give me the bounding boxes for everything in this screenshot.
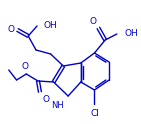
Text: O: O — [89, 17, 96, 26]
Text: O: O — [43, 95, 50, 104]
Text: NH: NH — [51, 101, 64, 110]
Text: Cl: Cl — [90, 109, 99, 118]
Text: O: O — [8, 25, 15, 33]
Text: O: O — [22, 62, 29, 71]
Text: OH: OH — [44, 20, 58, 30]
Text: OH: OH — [125, 30, 138, 38]
